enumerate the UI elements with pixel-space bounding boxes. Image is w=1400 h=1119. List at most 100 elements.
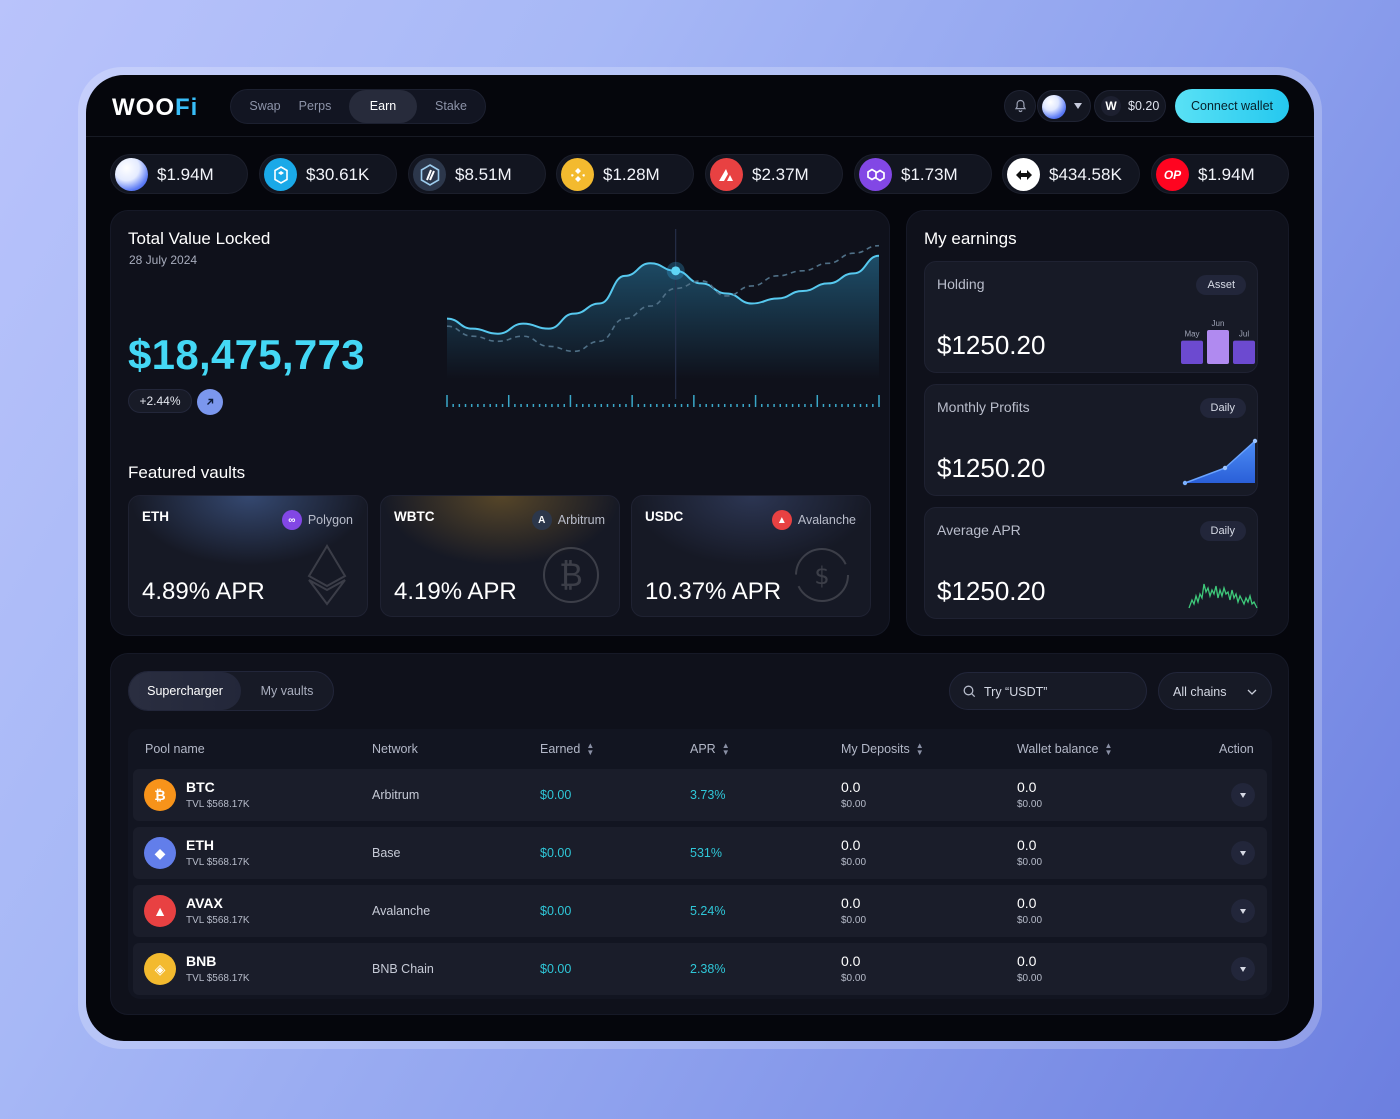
- table-row[interactable]: ▲ AVAX TVL $568.17K Avalanche $0.00 5.24…: [133, 885, 1267, 937]
- tab-supercharger[interactable]: Supercharger: [129, 672, 241, 710]
- table-header: Pool name Network Earned ▲ ▼ APR ▲ ▼ My Depo…: [128, 729, 1272, 767]
- tab-my-vaults[interactable]: My vaults: [260, 684, 314, 698]
- chart-series-line: [446, 254, 880, 335]
- chart-x-tick: [489, 404, 491, 407]
- col-my-deposits[interactable]: My Deposits ▲ ▼: [841, 741, 924, 757]
- app-window: WOOFi Swap Perps Earn Stake W $0.20 Conn…: [86, 75, 1314, 1041]
- chart-x-tick: [705, 404, 707, 407]
- chart-x-tick: [637, 404, 640, 407]
- nav-swap[interactable]: Swap: [249, 99, 281, 113]
- featured-vaults-title: Featured vaults: [128, 463, 246, 482]
- table-body: ₿ BTC TVL $568.17K Arbitrum $0.00 3.73% …: [128, 767, 1272, 999]
- average-apr-card: Average APR Daily $1250.20: [924, 507, 1258, 619]
- tvl-details-button[interactable]: [197, 389, 223, 415]
- connect-wallet-button[interactable]: Connect wallet: [1175, 89, 1289, 123]
- main-nav: Swap Perps Earn Stake: [230, 89, 486, 124]
- woofi-logo[interactable]: WOOFi: [112, 94, 199, 121]
- chart-x-tick: [736, 404, 738, 407]
- chart-x-tick: [656, 404, 658, 407]
- holding-bar-label: Jul: [1239, 330, 1249, 339]
- expand-row-button[interactable]: [1231, 841, 1255, 865]
- ticker-item[interactable]: $8.51M: [408, 154, 546, 194]
- featured-vault-card[interactable]: USDC ▲ Avalanche $ 10.37% APR: [631, 495, 871, 617]
- chart-x-tick: [674, 404, 677, 407]
- tvl-line-chart: [446, 229, 880, 407]
- daily-toggle[interactable]: Daily: [1199, 398, 1246, 418]
- nav-earn[interactable]: Earn: [349, 90, 417, 123]
- chart-x-tick: [804, 404, 806, 407]
- bnb-icon: ◈: [144, 953, 176, 985]
- chart-x-tick: [742, 404, 744, 407]
- svg-text:$: $: [814, 562, 829, 590]
- chart-x-tick: [773, 404, 775, 407]
- bell-icon: [1014, 99, 1026, 113]
- chart-x-tick: [446, 395, 448, 407]
- table-row[interactable]: ◆ ETH TVL $568.17K Base $0.00 531% 0.0 $…: [133, 827, 1267, 879]
- earnings-title: My earnings: [924, 229, 1017, 248]
- ticker-item[interactable]: $1.94M: [110, 154, 248, 194]
- chevron-down-icon: [1240, 966, 1246, 972]
- ticker-item[interactable]: $1.73M: [854, 154, 992, 194]
- vault-tabs: Supercharger My vaults: [128, 671, 334, 711]
- col-wallet-balance[interactable]: Wallet balance ▲ ▼: [1017, 741, 1113, 757]
- nav-stake[interactable]: Stake: [435, 99, 467, 113]
- chart-x-tick: [680, 404, 683, 407]
- chart-x-tick: [828, 404, 831, 407]
- holding-bar-label: May: [1184, 330, 1199, 339]
- chart-x-tick: [501, 404, 504, 407]
- chevron-down-icon: [1074, 103, 1082, 109]
- chart-x-tick: [668, 404, 670, 407]
- featured-vault-card[interactable]: ETH ∞ Polygon 4.89% APR: [128, 495, 368, 617]
- tvl-value: $18,475,773: [128, 331, 365, 378]
- chain-filter-dropdown[interactable]: All chains: [1158, 672, 1272, 710]
- holding-bar: [1207, 330, 1229, 364]
- arbitrum-icon: A: [531, 510, 552, 530]
- holding-bar: [1233, 340, 1255, 364]
- chart-x-tick: [582, 404, 584, 407]
- expand-row-button[interactable]: [1231, 899, 1255, 923]
- col-apr[interactable]: APR ▲ ▼: [690, 741, 730, 757]
- arrow-up-right-icon: [207, 398, 214, 405]
- chart-x-tick: [686, 404, 689, 407]
- table-row[interactable]: ◈ BNB TVL $568.17K BNB Chain $0.00 2.38%…: [133, 943, 1267, 995]
- ticker-item[interactable]: OP $1.94M: [1151, 154, 1289, 194]
- expand-row-button[interactable]: [1231, 783, 1255, 807]
- card-glow: [632, 496, 870, 566]
- featured-vault-card[interactable]: WBTC A Arbitrum ₿ 4.19% APR: [380, 495, 620, 617]
- ticker-item[interactable]: $434.58K: [1002, 154, 1140, 194]
- chart-x-tick: [619, 404, 621, 407]
- search-input[interactable]: Try “USDT”: [949, 672, 1147, 710]
- chart-x-tick: [847, 404, 849, 407]
- woo-balance-value: $0.20: [1128, 99, 1160, 113]
- woo-balance[interactable]: W $0.20: [1094, 90, 1166, 122]
- holding-bar-label: Jun: [1212, 319, 1225, 328]
- chart-x-tick: [711, 404, 714, 407]
- chain-selector[interactable]: [1037, 90, 1091, 122]
- expand-row-button[interactable]: [1231, 957, 1255, 981]
- sort-icon: ▲ ▼: [915, 741, 924, 757]
- ticker-item[interactable]: $2.37M: [705, 154, 843, 194]
- ethereum-icon: [307, 544, 347, 606]
- chart-hover-point[interactable]: [671, 266, 681, 276]
- chart-x-tick: [649, 404, 652, 407]
- chart-x-tick: [557, 404, 559, 407]
- chart-x-tick: [458, 404, 461, 407]
- chart-x-tick: [693, 395, 695, 407]
- chart-x-tick: [853, 404, 856, 407]
- col-earned[interactable]: Earned ▲ ▼: [540, 741, 595, 757]
- swap-arrows-icon: [1007, 158, 1040, 191]
- chart-x-tick: [822, 404, 825, 407]
- notifications-button[interactable]: [1004, 90, 1036, 122]
- ethereum-orb-icon: [115, 158, 148, 191]
- table-row[interactable]: ₿ BTC TVL $568.17K Arbitrum $0.00 3.73% …: [133, 769, 1267, 821]
- holding-mini-bar-chart: May Jun Jul: [1181, 319, 1255, 364]
- ticker-item[interactable]: $1.28M: [556, 154, 694, 194]
- chart-x-tick: [730, 404, 732, 407]
- nav-perps[interactable]: Perps: [298, 99, 332, 113]
- asset-toggle[interactable]: Asset: [1196, 275, 1246, 295]
- daily-toggle[interactable]: Daily: [1199, 521, 1246, 541]
- vaults-table-panel: Supercharger My vaults Try “USDT” All ch…: [110, 653, 1289, 1015]
- ticker-item[interactable]: $30.61K: [259, 154, 397, 194]
- chart-x-tick: [606, 404, 609, 407]
- chart-x-tick: [760, 404, 763, 407]
